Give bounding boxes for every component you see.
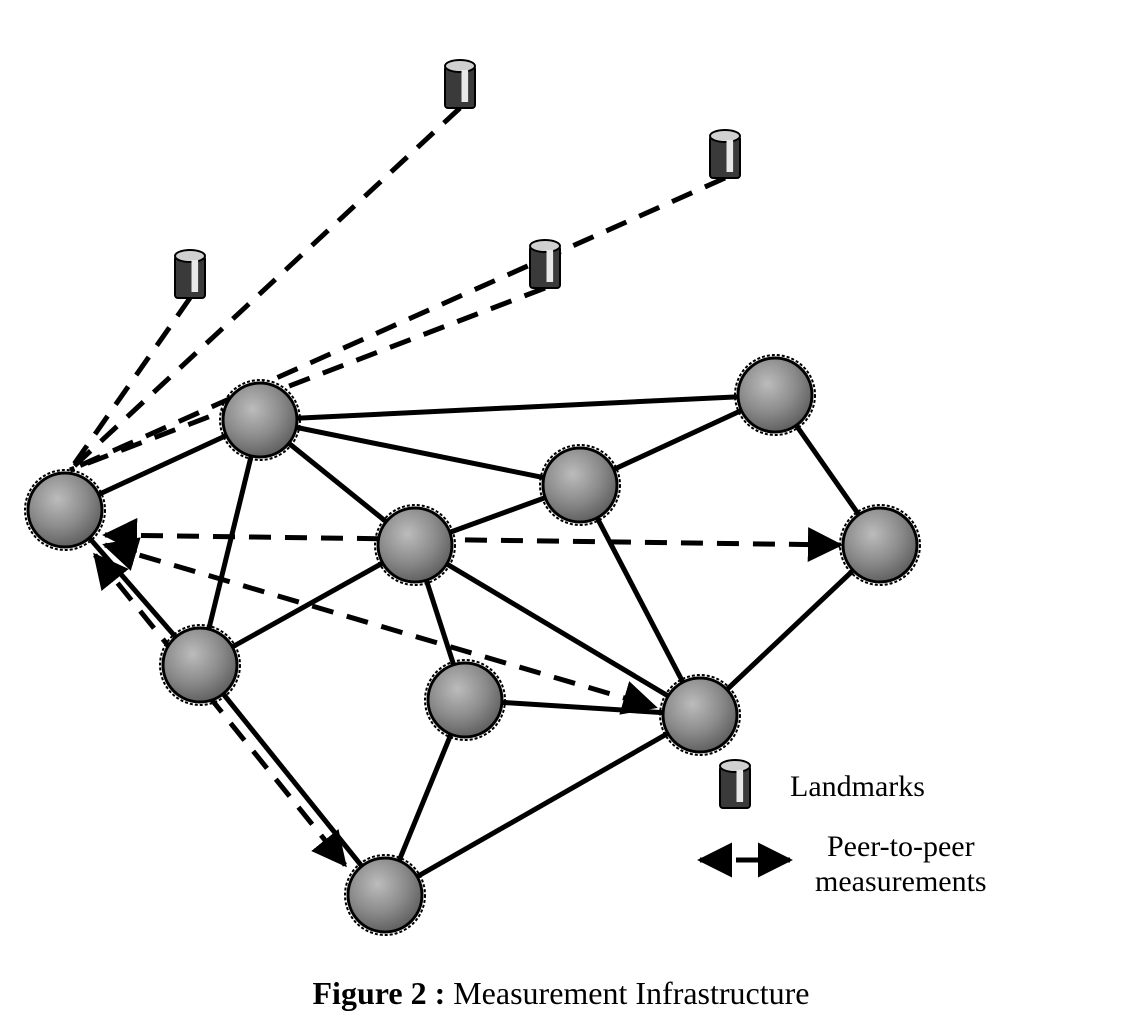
network-node (428, 663, 502, 737)
caption-title: Measurement Infrastructure (445, 975, 809, 1011)
figure-caption: Figure 2 : Measurement Infrastructure (0, 975, 1122, 1012)
network-node (223, 383, 297, 457)
network-node (348, 858, 422, 932)
network-node (738, 358, 812, 432)
peer-measurement-line (105, 535, 840, 545)
network-edge (385, 715, 700, 895)
network-node (543, 448, 617, 522)
peer-measurement-line (95, 555, 345, 865)
landmark-icon (710, 130, 740, 178)
network-node (28, 473, 102, 547)
network-edge (260, 395, 775, 420)
network-node (663, 678, 737, 752)
network-node (378, 508, 452, 582)
landmark-measurement-line (70, 178, 725, 470)
landmark-icon (445, 60, 475, 108)
caption-figure-number: Figure 2 : (313, 975, 446, 1011)
landmark-icon (720, 760, 750, 808)
figure-canvas: Landmarks Peer-to-peermeasurements Figur… (0, 0, 1122, 1030)
landmark-icon (175, 250, 205, 298)
network-node (163, 628, 237, 702)
legend-peer-label: Peer-to-peermeasurements (815, 830, 987, 899)
landmark-measurement-line (70, 288, 545, 470)
network-edge (200, 665, 385, 895)
network-edge (260, 420, 580, 485)
legend-landmarks-label: Landmarks (790, 770, 925, 805)
network-node (843, 508, 917, 582)
landmark-icon (530, 240, 560, 288)
